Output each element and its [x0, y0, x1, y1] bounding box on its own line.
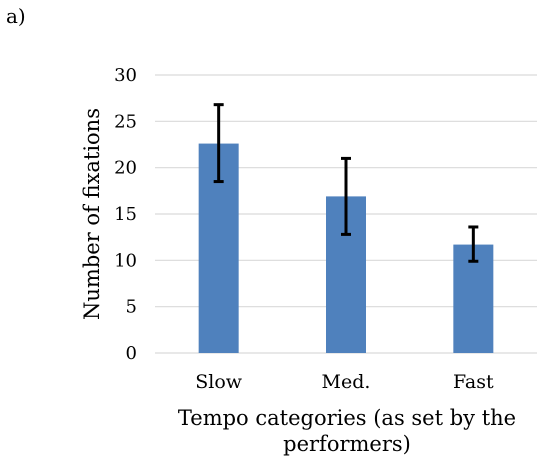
x-tick-label: Fast: [453, 371, 494, 393]
panel-label: a): [6, 4, 26, 28]
tick-labels: 0 5 10 15 20 25 30 Slow Med. Fast: [114, 65, 494, 393]
y-tick-label: 20: [114, 158, 137, 179]
error-bar: [468, 225, 479, 263]
y-tick-label: 15: [114, 204, 137, 225]
error-bars: [213, 103, 479, 263]
x-tick-label: Slow: [195, 371, 243, 393]
y-tick-label: 10: [114, 250, 137, 271]
y-tick-label: 30: [114, 65, 137, 86]
error-bar: [341, 156, 351, 236]
y-tick-label: 0: [126, 343, 137, 364]
y-tick-label: 25: [114, 111, 137, 132]
x-tick-label: Med.: [322, 371, 371, 393]
y-axis-title: Number of fixations: [80, 108, 104, 320]
y-tick-label: 5: [126, 297, 137, 318]
error-bar: [213, 103, 224, 184]
x-axis-title-line-1: Tempo categories (as set by the: [178, 406, 516, 430]
x-axis-title-line-2: performers): [283, 432, 411, 456]
